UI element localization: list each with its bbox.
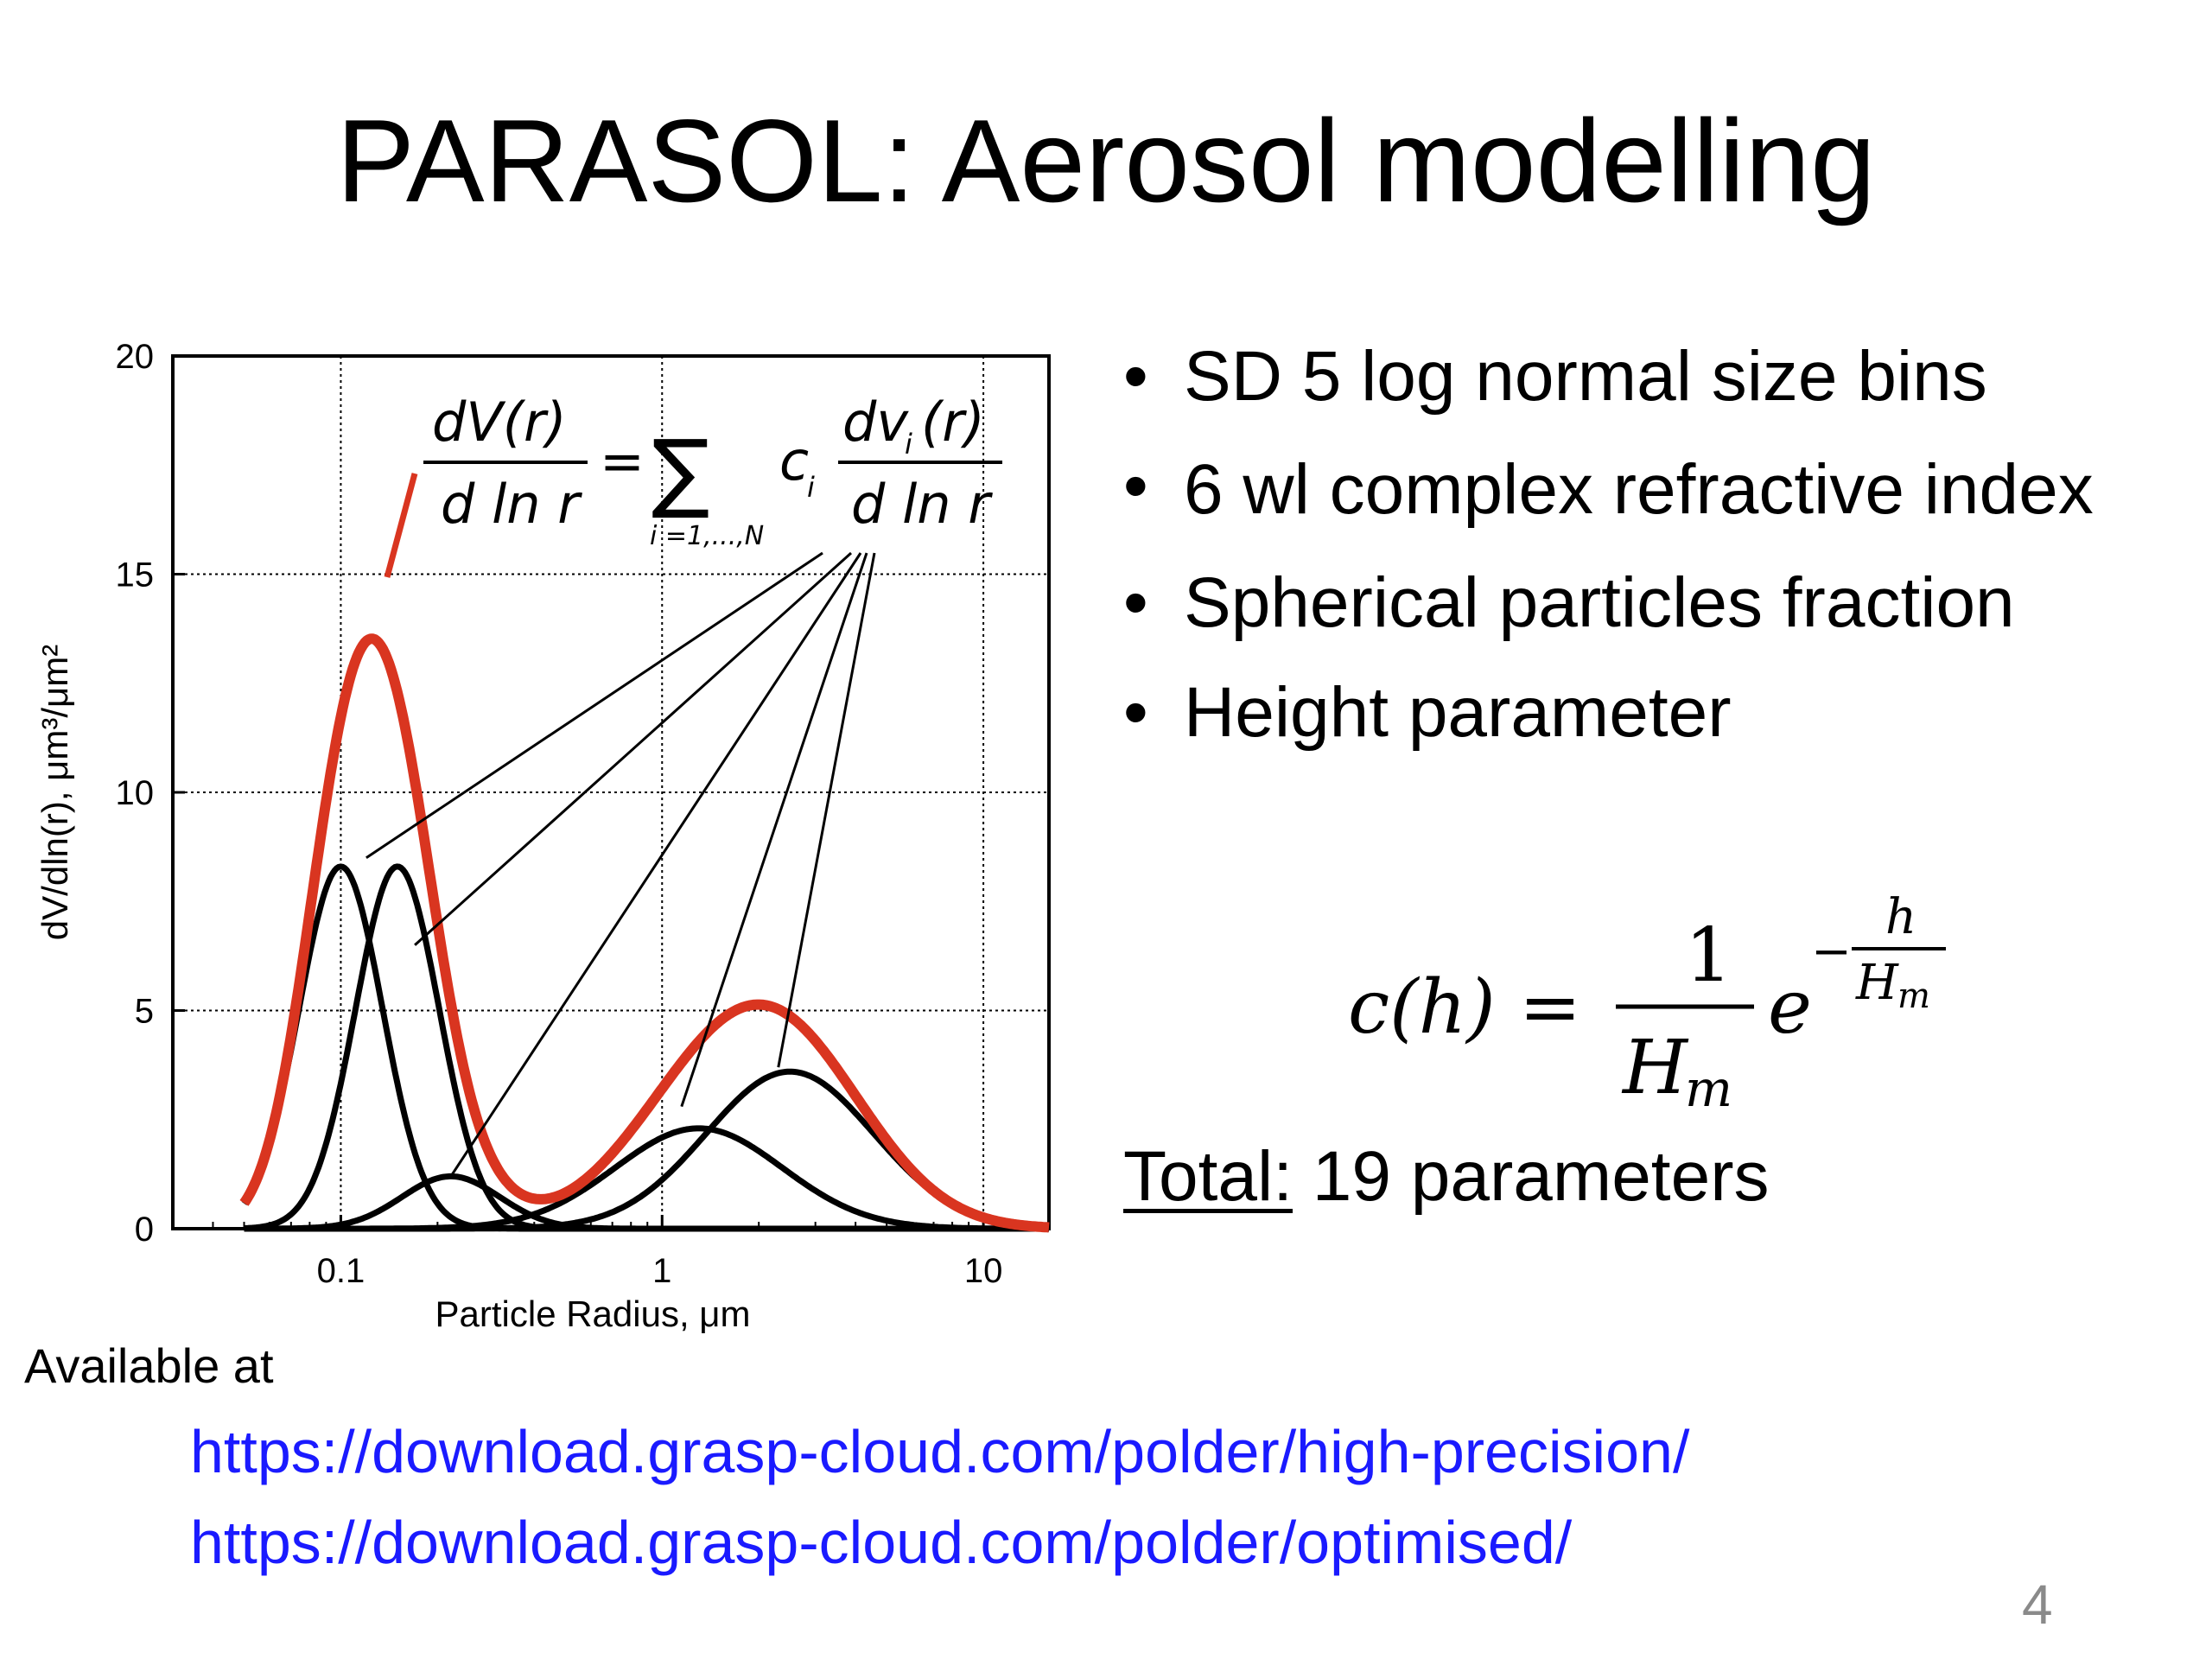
eq-coef: c [779, 429, 809, 493]
total-pointer-line [384, 473, 418, 578]
y-axis-label: dV/dln(r), μm³/μm² [35, 645, 75, 940]
bullet-symbol: • [1123, 563, 1148, 643]
bullet-list: • SD 5 log normal size bins • 6 wl complex… [1123, 341, 2195, 787]
formula-base: e [1768, 964, 1812, 1051]
formula-denominator-sub: m [1685, 1059, 1732, 1118]
bullet-symbol: • [1123, 673, 1148, 753]
total-curve [239, 633, 1052, 1233]
x-tick-label: 0.1 [317, 1252, 365, 1290]
eq-equals: = [600, 429, 645, 493]
available-label: Available at [24, 1338, 274, 1393]
size-distribution-chart: 0 5 10 15 20 0.1 1 10 dV(r) d ln r = ∑ i =1,...… [35, 338, 1052, 1334]
chart-ticks: 0 5 10 15 20 0.1 1 10 [116, 338, 1003, 1290]
eq-lhs-numerator: dV(r) [432, 391, 567, 454]
mode-curve [241, 863, 1049, 1232]
mode-curves [241, 863, 1050, 1232]
page-number: 4 [2022, 1573, 2053, 1636]
total-value: 19 parameters [1293, 1137, 1770, 1216]
formula-denominator: H [1621, 1025, 1689, 1111]
formula-lhs: c(h) = [1348, 964, 1581, 1051]
bullet-item: • Spherical particles fraction [1123, 568, 2195, 639]
x-axis-label: Particle Radius, μm [435, 1294, 751, 1334]
bullet-item: • Height parameter [1123, 677, 2195, 748]
sum-equation: dV(r) d ln r = ∑ i =1,...,N c i dv i (r)… [423, 391, 1002, 551]
pointer-line [777, 552, 876, 1068]
pointer-lines [365, 551, 876, 1178]
eq-sum: ∑ [652, 421, 709, 522]
pointer-line [414, 551, 853, 946]
download-link-optimised[interactable]: https://download.grasp-cloud.com/polder/… [190, 1509, 1573, 1576]
height-formula: c(h) = 1 H m e − h H m [1348, 890, 1946, 1118]
eq-rhs-numerator-tail: (r) [921, 391, 985, 454]
y-tick-label: 20 [116, 338, 155, 376]
mode-curve [244, 1125, 1049, 1232]
total-parameters: Total: 19 parameters [1123, 1136, 1770, 1217]
formula-exp-num: h [1885, 890, 1916, 945]
bullet-text: Height parameter [1184, 673, 1732, 753]
bullet-item: • SD 5 log normal size bins [1123, 341, 2195, 412]
eq-rhs-numerator-sub: i [905, 428, 912, 461]
formula-exp-den: H [1855, 955, 1899, 1011]
eq-rhs-numerator: dv [842, 391, 909, 454]
x-tick-label: 1 [652, 1252, 671, 1290]
pointer-line [449, 552, 862, 1178]
bullet-symbol: • [1123, 337, 1148, 416]
eq-sum-index: i =1,...,N [650, 521, 764, 551]
mode-curve [244, 1068, 1050, 1232]
formula-numerator: 1 [1685, 912, 1732, 999]
pointer-line [680, 552, 868, 1108]
formula-exp-den-sub: m [1897, 976, 1930, 1016]
x-tick-label: 10 [964, 1252, 1003, 1290]
formula-exp-sign: − [1811, 924, 1852, 980]
bullet-text: Spherical particles fraction [1184, 563, 2015, 643]
bullet-text: SD 5 log normal size bins [1184, 337, 1987, 416]
slide-title: PARASOL: Aerosol modelling [336, 95, 1876, 226]
eq-rhs-denominator: d ln r [851, 473, 993, 536]
bullet-text: 6 wl complex refractive index [1184, 450, 2094, 529]
mode-curve [244, 1173, 1049, 1232]
y-tick-label: 0 [135, 1211, 154, 1249]
bullet-item: • 6 wl complex refractive index [1123, 447, 2195, 529]
total-label: Total: [1123, 1137, 1293, 1216]
chart-grid [173, 356, 1049, 1229]
y-tick-label: 5 [135, 993, 154, 1031]
pointer-line [365, 551, 823, 860]
download-link-high-precision[interactable]: https://download.grasp-cloud.com/polder/… [190, 1418, 1690, 1485]
y-tick-label: 10 [116, 774, 155, 812]
bullet-symbol: • [1123, 447, 1148, 525]
y-tick-label: 15 [116, 556, 155, 594]
eq-lhs-denominator: d ln r [441, 473, 582, 536]
eq-coef-sub: i [807, 471, 815, 504]
